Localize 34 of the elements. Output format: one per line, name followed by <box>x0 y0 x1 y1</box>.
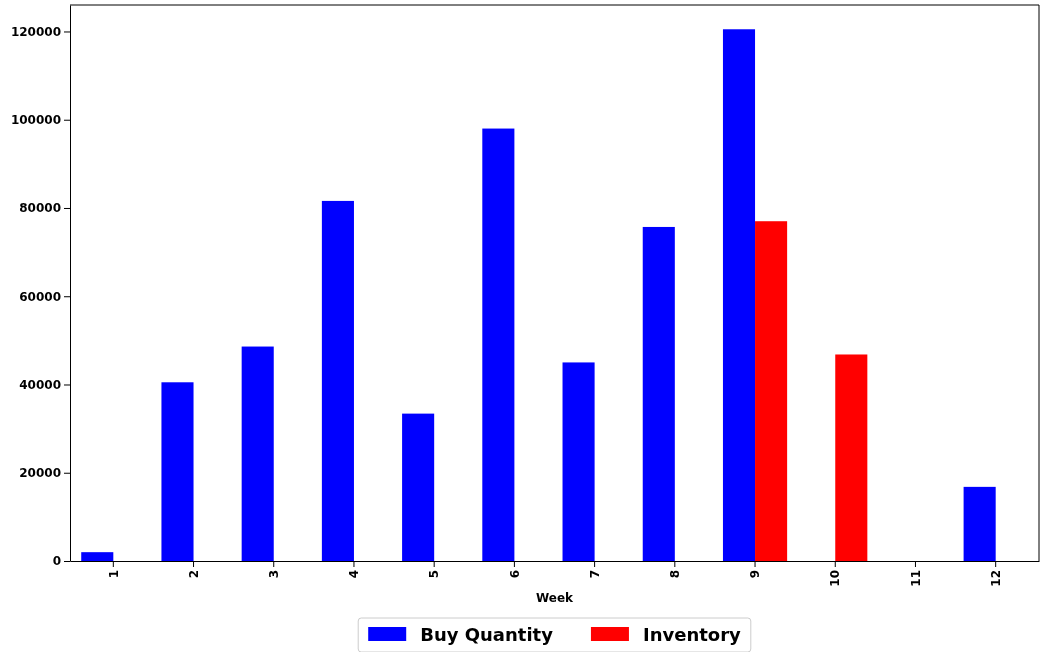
legend-label: Inventory <box>642 624 742 645</box>
legend-label: Buy Quantity <box>420 624 554 645</box>
x-tick-label: 7 <box>587 570 602 579</box>
y-tick-label: 80000 <box>19 201 61 216</box>
x-tick-label: 11 <box>908 570 923 587</box>
x-tick-label: 10 <box>828 570 843 587</box>
x-tick-label: 6 <box>507 570 522 579</box>
bar <box>722 29 756 561</box>
x-tick-label: 5 <box>427 570 442 579</box>
bar <box>642 226 675 561</box>
bar <box>161 382 194 561</box>
bar <box>321 200 354 561</box>
bar <box>482 128 515 561</box>
bar <box>562 362 595 561</box>
x-tick-label: 3 <box>266 570 281 579</box>
x-tick-label: 12 <box>988 570 1003 587</box>
y-tick-label: 120000 <box>10 24 61 39</box>
bar <box>963 486 996 561</box>
x-tick-label: 4 <box>347 570 362 579</box>
x-axis-title: Week <box>535 591 575 605</box>
bar <box>755 221 788 561</box>
y-tick-label: 40000 <box>19 377 61 392</box>
bar <box>835 354 868 561</box>
bar <box>81 552 114 561</box>
y-tick-label: 100000 <box>10 113 61 128</box>
x-tick-label: 8 <box>668 570 683 579</box>
bar <box>402 413 435 561</box>
x-tick-label: 9 <box>748 570 763 579</box>
x-tick-label: 2 <box>186 570 201 579</box>
y-tick-label: 20000 <box>19 466 61 481</box>
x-tick-label: 1 <box>106 570 121 579</box>
y-tick-label: 60000 <box>19 289 61 304</box>
bar <box>241 346 274 561</box>
y-tick-label: 0 <box>52 554 61 569</box>
